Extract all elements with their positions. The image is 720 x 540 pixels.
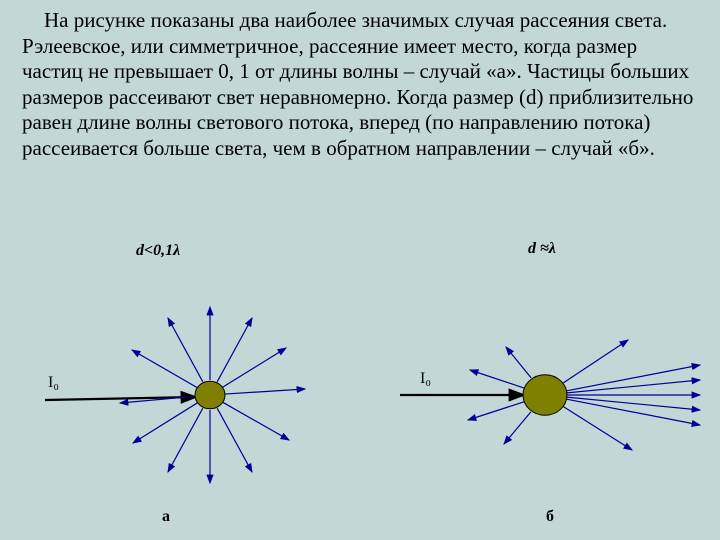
slide-root: На рисунке показаны два наиболее значимы… xyxy=(0,0,720,540)
caption-a: а xyxy=(162,508,170,526)
label-condition-a: d<0,1λ xyxy=(136,242,180,260)
label-i0-right: I₀ xyxy=(420,370,431,388)
label-i0-left: I₀ xyxy=(48,374,59,392)
body-text: На рисунке показаны два наиболее значимы… xyxy=(22,8,698,162)
label-condition-b: d ≈λ xyxy=(528,240,556,258)
caption-b: б xyxy=(546,508,554,526)
